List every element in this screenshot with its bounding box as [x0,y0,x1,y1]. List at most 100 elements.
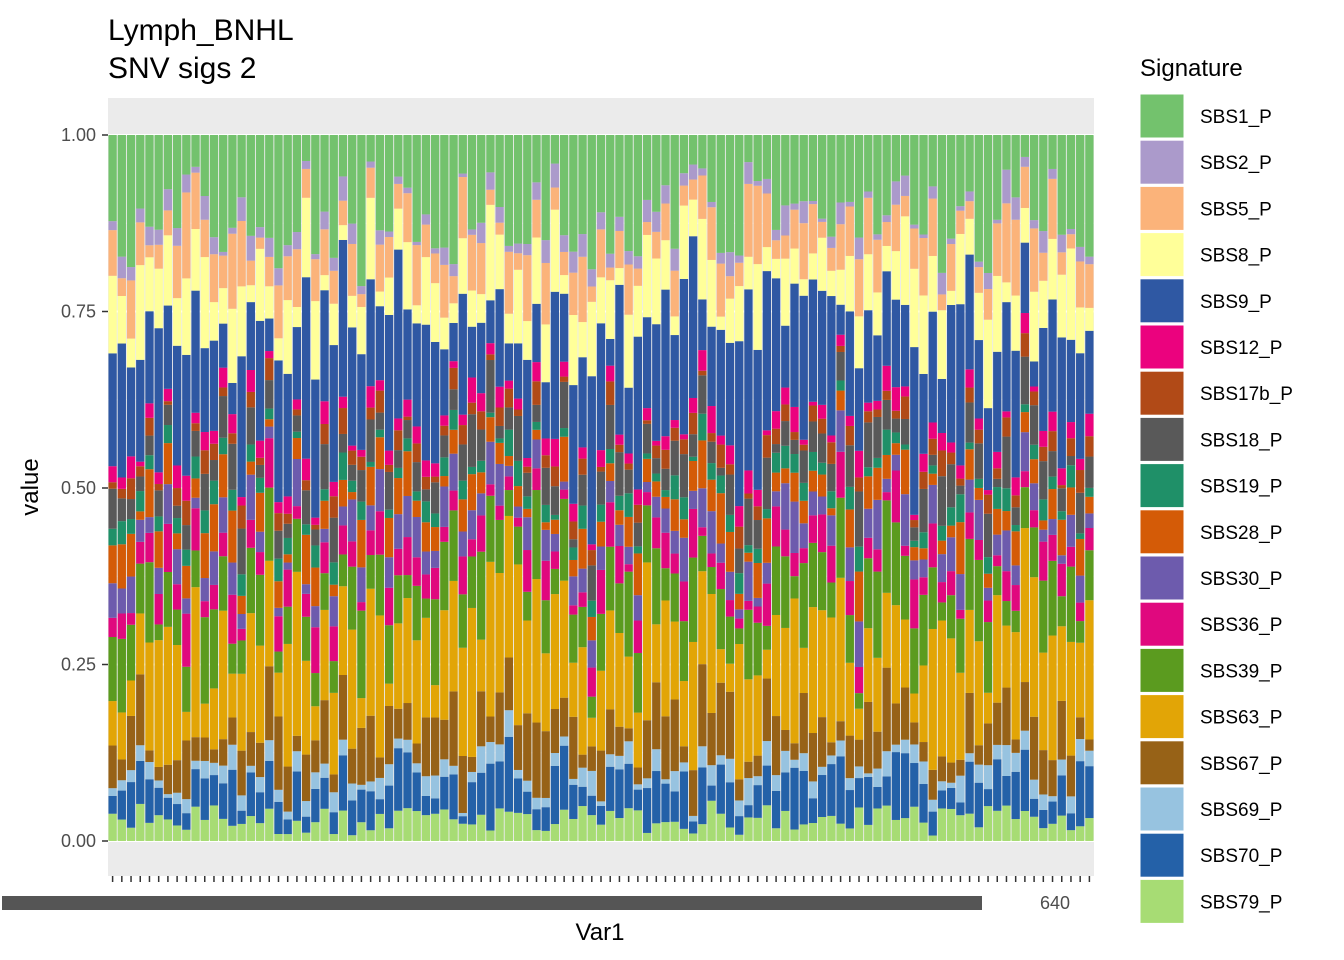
bar-segment [642,420,652,424]
bar-segment [504,490,513,516]
bar-segment [237,595,246,615]
bar-segment [900,418,910,445]
bar-segment [873,786,882,809]
bar-segment [348,492,357,500]
bar-segment [661,822,670,841]
bar-segment [900,687,910,740]
bar-segment [495,438,504,443]
bar-segment [735,816,744,835]
bar-segment [873,409,882,417]
bar-segment [136,359,145,462]
bar-segment [228,825,237,841]
bar-segment [532,182,541,200]
bar-segment [956,618,965,673]
bar-segment [311,517,320,525]
bar-segment [596,670,606,751]
bar-segment [394,708,403,739]
bar-segment [615,444,624,453]
bar-segment [993,810,1002,841]
bar-segment [845,206,854,256]
bar-segment [808,491,818,516]
bar-segment [209,135,219,238]
bar-segment [458,177,467,239]
bar-segment [172,345,182,466]
y-axis-title: value [17,458,44,515]
bar-segment [781,483,790,530]
bar-segment [255,823,265,841]
bar-segment [735,548,744,574]
bar-segment [836,390,845,411]
legend-swatch [1139,878,1185,924]
bar-segment [394,176,403,184]
bar-segment [781,529,790,557]
bar-segment [145,257,154,312]
bar-segment [771,506,781,547]
bar-segment [624,453,633,464]
bar-segment [744,805,753,818]
bar-segment [274,558,283,582]
bar-segment [937,620,947,757]
bar-segment [947,507,956,526]
bar-segment [320,229,329,276]
bar-segment [762,193,772,248]
bar-segment [928,628,937,770]
legend-label: SBS79_P [1200,892,1282,913]
bar-segment [642,222,652,235]
bar-segment [771,411,781,429]
bar-segment [108,583,117,618]
bar-segment [1011,525,1020,532]
bar-segment [559,436,569,482]
bar-segment [652,458,661,474]
bar-segment [716,493,725,544]
bar-segment [891,410,901,419]
bar-segment [320,489,329,501]
bar-segment [375,429,384,438]
bar-segment [873,549,882,572]
bar-segment [394,249,403,419]
bar-segment [1066,234,1076,249]
bar-segment [108,488,117,529]
bar-segment [541,830,550,841]
bar-segment [744,256,753,290]
bar-segment [725,571,735,601]
bar-segment [311,740,320,773]
bar-segment [864,135,873,192]
bar-segment [670,335,679,421]
bar-segment [578,568,587,593]
bar-segment [771,428,781,445]
bar-segment [578,256,587,323]
bar-segment [596,229,606,278]
bar-segment [707,785,716,801]
bar-segment [559,697,569,737]
bar-segment [790,743,799,760]
bar-segment [449,429,458,454]
bar-segment [163,484,173,524]
bar-segment [735,834,744,841]
bar-segment [891,418,901,433]
bar-segment [725,514,735,532]
bar-segment [467,474,477,511]
bar-segment [1002,436,1011,489]
bar-segment [1039,794,1048,810]
bar-segment [412,135,421,242]
bar-segment [265,740,274,761]
bar-segment [1057,700,1066,760]
bar-segment [965,254,974,370]
bar-segment [661,600,670,717]
bar-segment [301,135,311,161]
bar-segment [421,460,431,477]
bar-segment [126,680,136,716]
bar-segment [237,810,246,824]
bar-segment [320,401,329,425]
bar-segment [458,499,467,532]
bar-segment [154,624,163,641]
bar-segment [191,423,200,431]
bar-segment [679,454,689,498]
bar-segment [670,621,679,700]
bar-segment [578,322,587,358]
bar-segment [864,254,873,311]
bar-segment [477,746,486,773]
bar-segment [1048,796,1057,802]
bar-segment [1039,828,1048,841]
bar-segment [836,451,845,498]
